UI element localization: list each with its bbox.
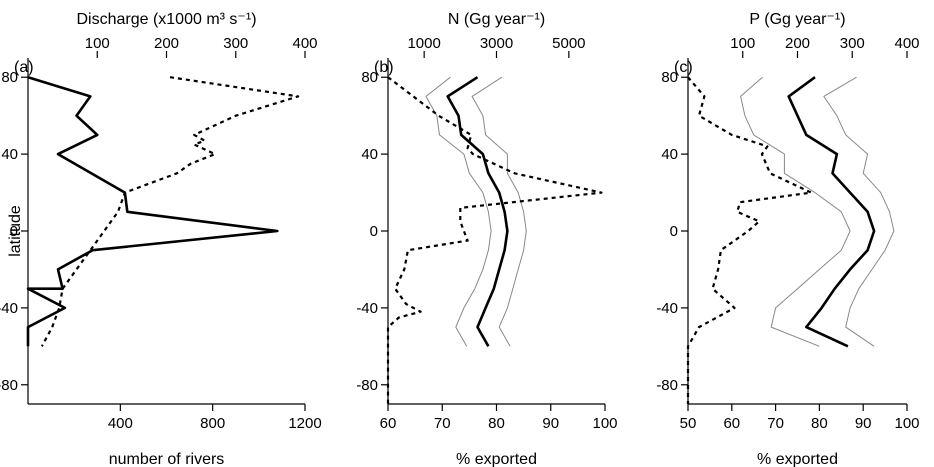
- y-tick-label: 80: [361, 69, 378, 86]
- x-top-axis-title: Discharge (x1000 m³ s⁻¹): [76, 11, 256, 28]
- y-tick-label: 80: [661, 69, 678, 86]
- x-bottom-axis-title: number of rivers: [109, 451, 225, 467]
- y-tick-label: -80: [656, 377, 678, 394]
- y-axis-title: latitude: [7, 205, 24, 257]
- series-line-dashed: [686, 76, 813, 404]
- series-line-thin: [471, 76, 527, 347]
- x-top-tick-label: 400: [292, 35, 317, 52]
- y-tick-label: -40: [0, 300, 18, 317]
- x-top-tick-label: 1000: [407, 35, 440, 52]
- panel-label: (b): [374, 59, 394, 76]
- x-top-tick-label: 100: [730, 35, 755, 52]
- y-tick-label: 80: [1, 69, 18, 86]
- y-tick-label: 0: [370, 223, 378, 240]
- y-tick-label: -80: [356, 377, 378, 394]
- series-line-thin: [425, 76, 492, 347]
- x-top-tick-label: 300: [840, 35, 865, 52]
- x-bottom-tick-label: 80: [811, 415, 828, 432]
- x-top-tick-label: 100: [85, 35, 110, 52]
- y-tick-label: -40: [656, 300, 678, 317]
- series-line-solid: [446, 76, 509, 347]
- x-top-tick-label: 200: [154, 35, 179, 52]
- x-bottom-tick-label: 1200: [288, 415, 321, 432]
- x-top-axis-title: P (Gg year⁻¹): [749, 11, 845, 28]
- x-bottom-axis-title: % exported: [757, 451, 838, 467]
- panel-label: (a): [14, 59, 34, 76]
- x-top-tick-label: 200: [785, 35, 810, 52]
- x-top-tick-label: 300: [223, 35, 248, 52]
- x-bottom-axis-title: % exported: [456, 451, 537, 467]
- panel-label: (c): [674, 59, 693, 76]
- x-bottom-tick-label: 50: [680, 415, 697, 432]
- y-tick-label: 40: [361, 146, 378, 163]
- x-bottom-tick-label: 70: [434, 415, 451, 432]
- panel-b: 80 40 0 -40 -80 60 70 80 90 100 1000 3000 5000 % expo…: [356, 11, 617, 467]
- x-bottom-tick-label: 70: [767, 415, 784, 432]
- x-bottom-tick-label: 80: [488, 415, 505, 432]
- y-tick-label: 40: [1, 146, 18, 163]
- panel-a: 80400-40-804008001200100200300400number …: [0, 11, 322, 467]
- series-line-dashed: [40, 76, 300, 347]
- x-bottom-tick-label: 90: [542, 415, 559, 432]
- series-line-solid: [26, 75, 279, 347]
- series-line-thin: [740, 76, 851, 347]
- y-tick-label: 40: [661, 146, 678, 163]
- x-top-tick-label: 400: [894, 35, 919, 52]
- x-bottom-tick-label: 100: [592, 415, 617, 432]
- x-top-axis-title: N (Gg year⁻¹): [448, 11, 545, 28]
- series-line-thin: [823, 76, 895, 347]
- y-tick-label: -80: [0, 377, 18, 394]
- series-line-solid: [787, 76, 876, 348]
- x-top-tick-label: 5000: [552, 35, 585, 52]
- x-bottom-tick-label: 400: [108, 415, 133, 432]
- x-bottom-tick-label: 60: [380, 415, 397, 432]
- x-bottom-tick-label: 100: [894, 415, 919, 432]
- x-bottom-tick-label: 60: [723, 415, 740, 432]
- y-tick-label: -40: [356, 300, 378, 317]
- x-top-tick-label: 3000: [480, 35, 513, 52]
- x-bottom-tick-label: 800: [200, 415, 225, 432]
- series-line-dashed: [386, 76, 603, 404]
- x-bottom-tick-label: 90: [855, 415, 872, 432]
- y-tick-label: 0: [670, 223, 678, 240]
- y-tick-label: 0: [10, 223, 18, 240]
